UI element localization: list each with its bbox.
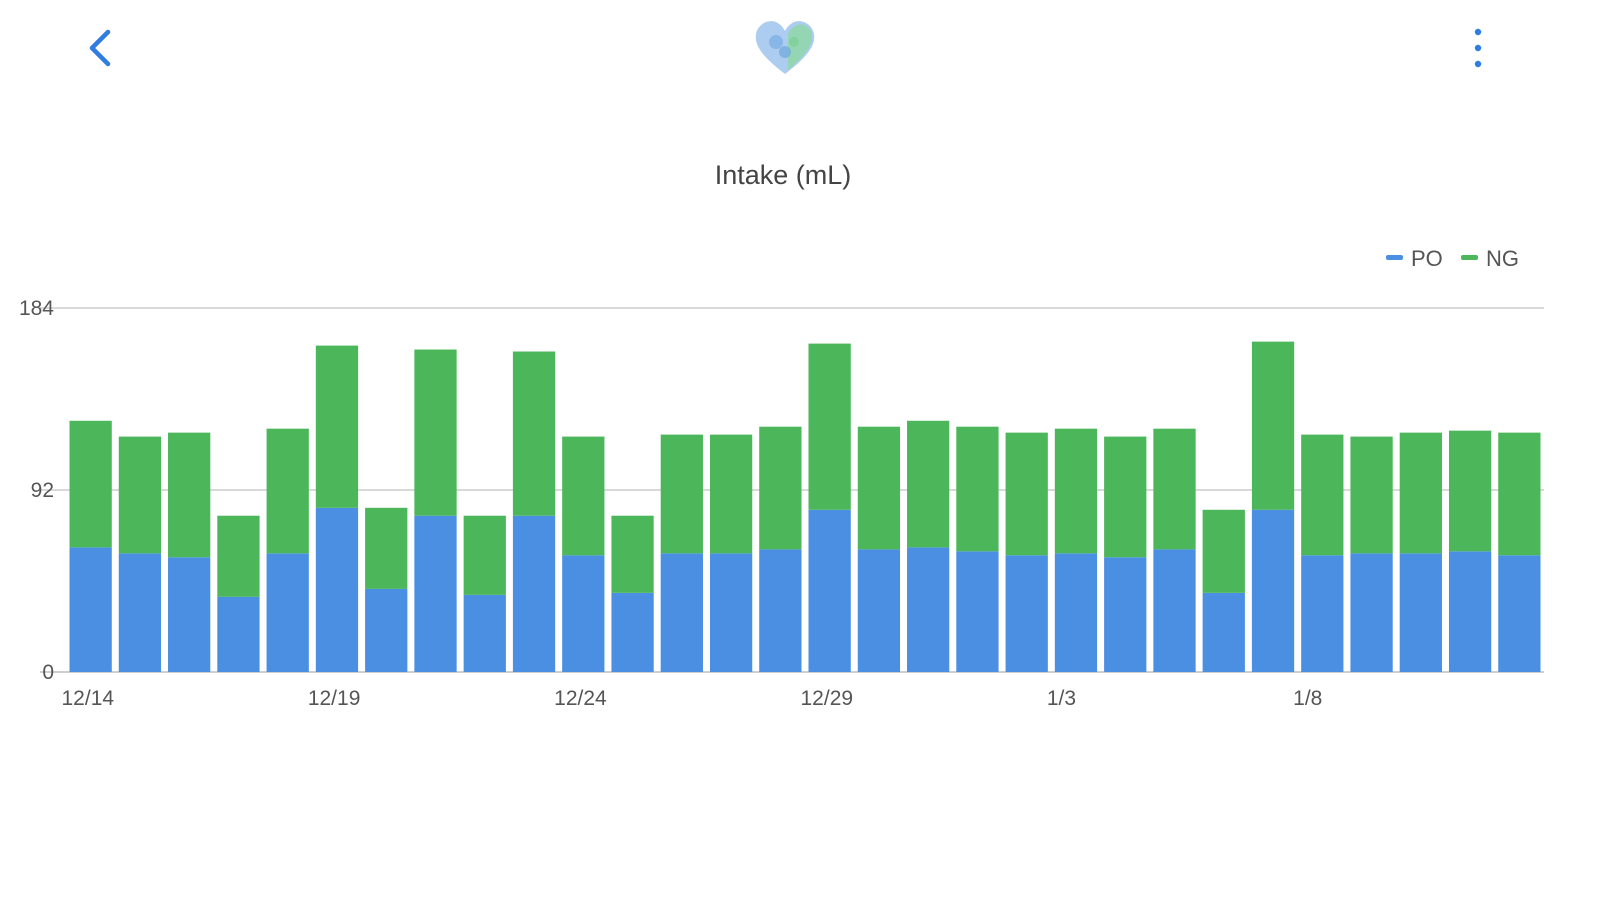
top-bar bbox=[0, 0, 1599, 100]
bar-ng[interactable] bbox=[217, 515, 260, 597]
bar-po[interactable] bbox=[660, 553, 703, 672]
x-tick-label: 1/8 bbox=[1293, 687, 1322, 710]
bar-ng[interactable] bbox=[414, 349, 457, 516]
bar-po[interactable] bbox=[463, 594, 506, 672]
bar-po[interactable] bbox=[1448, 551, 1492, 672]
bar-ng[interactable] bbox=[562, 436, 605, 556]
legend-swatch-ng bbox=[1461, 255, 1478, 260]
bar-ng[interactable] bbox=[1251, 341, 1295, 510]
legend-label-po: PO bbox=[1411, 246, 1443, 271]
bar-ng[interactable] bbox=[1350, 436, 1393, 554]
bar-ng[interactable] bbox=[365, 507, 408, 589]
bar-ng[interactable] bbox=[168, 432, 211, 558]
legend-label-ng: NG bbox=[1486, 246, 1519, 271]
bar-ng[interactable] bbox=[118, 436, 162, 554]
bar-po[interactable] bbox=[266, 553, 309, 672]
bar-po[interactable] bbox=[562, 555, 605, 672]
bar-po[interactable] bbox=[1498, 555, 1541, 672]
bar-po[interactable] bbox=[1301, 555, 1344, 672]
bar-ng[interactable] bbox=[808, 343, 851, 510]
bar-po[interactable] bbox=[168, 557, 211, 672]
bar-ng[interactable] bbox=[709, 434, 753, 554]
bar-ng[interactable] bbox=[266, 428, 309, 554]
bar-po[interactable] bbox=[1251, 509, 1295, 672]
x-tick-label: 12/24 bbox=[554, 687, 607, 710]
x-tick-label: 12/14 bbox=[62, 687, 115, 710]
more-options-button[interactable] bbox=[1458, 22, 1498, 74]
bar-ng[interactable] bbox=[1054, 428, 1098, 554]
chart-legend: PO NG bbox=[1386, 246, 1519, 271]
bar-ng[interactable] bbox=[1399, 432, 1442, 554]
bar-po[interactable] bbox=[414, 515, 457, 672]
bar-ng[interactable] bbox=[611, 515, 654, 593]
bar-po[interactable] bbox=[315, 507, 359, 672]
bar-po[interactable] bbox=[808, 509, 851, 672]
x-axis-ticks: 12/14 12/19 12/24 12/29 1/3 1/8 bbox=[62, 687, 1323, 710]
chart-title: Intake (mL) bbox=[715, 160, 852, 190]
y-tick-label: 184 bbox=[19, 297, 54, 320]
bar-po[interactable] bbox=[1005, 555, 1048, 672]
bar-ng[interactable] bbox=[1498, 432, 1541, 556]
bar-ng[interactable] bbox=[1301, 434, 1344, 556]
bar-po[interactable] bbox=[1153, 549, 1196, 672]
bar-ng[interactable] bbox=[512, 351, 556, 516]
bar-po[interactable] bbox=[709, 553, 753, 672]
bar-po[interactable] bbox=[759, 549, 802, 672]
bar-po[interactable] bbox=[956, 551, 999, 672]
back-button[interactable] bbox=[78, 22, 126, 74]
x-tick-label: 12/29 bbox=[801, 687, 854, 710]
legend-swatch-po bbox=[1386, 255, 1403, 260]
bar-ng[interactable] bbox=[1153, 428, 1196, 550]
bar-po[interactable] bbox=[857, 549, 901, 672]
bar-po[interactable] bbox=[69, 547, 112, 672]
bar-po[interactable] bbox=[1350, 553, 1393, 672]
bar-po[interactable] bbox=[1054, 553, 1098, 672]
bar-po[interactable] bbox=[365, 588, 408, 672]
y-tick-label: 0 bbox=[42, 661, 54, 684]
bar-ng[interactable] bbox=[759, 426, 802, 550]
bar-po[interactable] bbox=[512, 515, 556, 672]
bar-ng[interactable] bbox=[463, 515, 506, 595]
bar-po[interactable] bbox=[217, 596, 260, 672]
bar-ng[interactable] bbox=[1104, 436, 1147, 558]
heart-logo-icon bbox=[752, 16, 818, 78]
bar-ng[interactable] bbox=[1448, 430, 1492, 552]
bar-po[interactable] bbox=[611, 592, 654, 672]
chevron-left-icon bbox=[89, 29, 111, 67]
bar-po[interactable] bbox=[118, 553, 162, 672]
bar-ng[interactable] bbox=[907, 420, 950, 548]
bar-ng[interactable] bbox=[857, 426, 901, 550]
bar-ng[interactable] bbox=[315, 345, 359, 508]
chart-bars bbox=[69, 341, 1541, 672]
bar-ng[interactable] bbox=[956, 426, 999, 552]
bar-ng[interactable] bbox=[1202, 509, 1245, 593]
bar-ng[interactable] bbox=[69, 420, 112, 548]
vertical-ellipsis-icon bbox=[1474, 28, 1482, 68]
y-axis-ticks: 0 92 184 bbox=[19, 297, 54, 684]
bar-po[interactable] bbox=[1399, 553, 1442, 672]
bar-ng[interactable] bbox=[1005, 432, 1048, 556]
x-tick-label: 12/19 bbox=[308, 687, 361, 710]
bar-po[interactable] bbox=[1202, 592, 1245, 672]
x-tick-label: 1/3 bbox=[1047, 687, 1076, 710]
bar-ng[interactable] bbox=[660, 434, 703, 554]
bar-po[interactable] bbox=[907, 547, 950, 672]
y-tick-label: 92 bbox=[31, 479, 54, 502]
bar-po[interactable] bbox=[1104, 557, 1147, 672]
